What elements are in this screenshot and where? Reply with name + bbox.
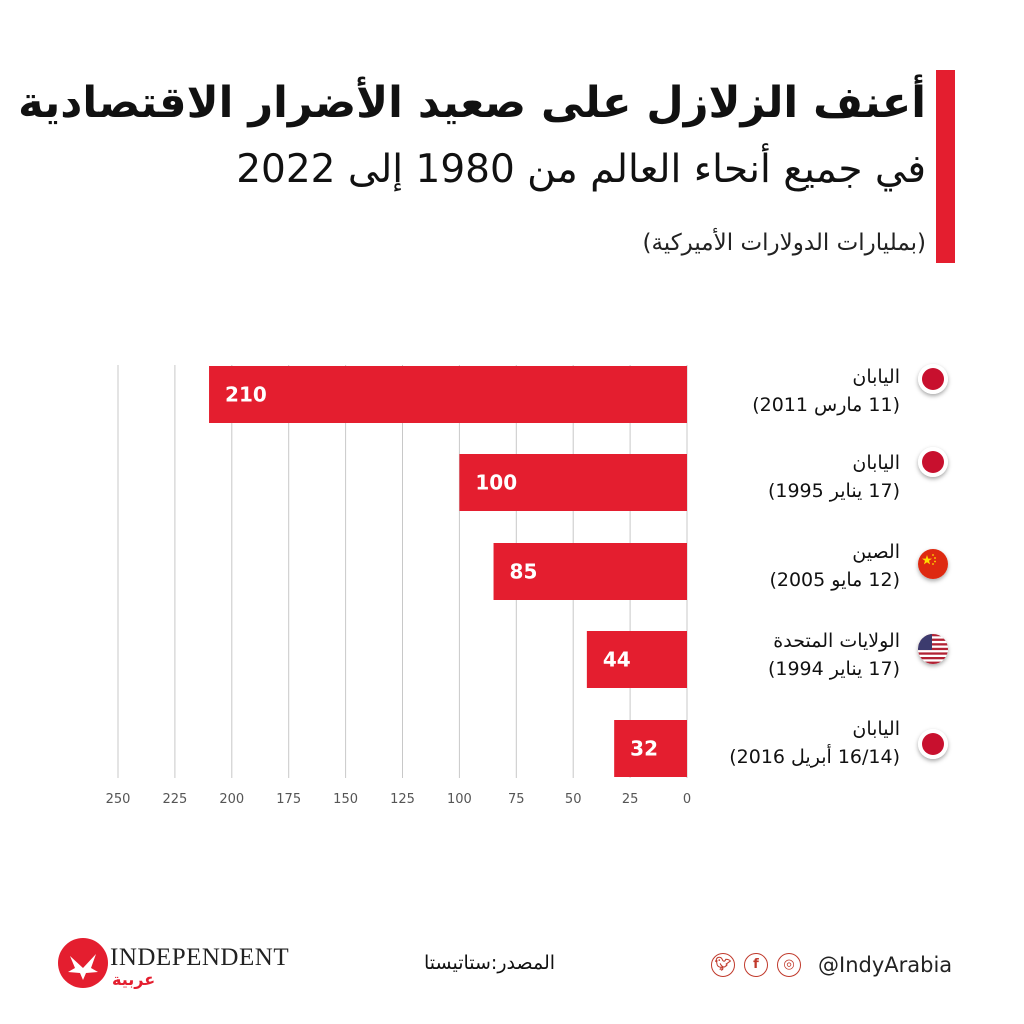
category-country: اليابان (852, 366, 900, 388)
category-label: اليابان (17 يناير 1995) (768, 449, 900, 505)
bar-value-label: 100 (475, 471, 517, 495)
bar (614, 720, 687, 777)
bar (586, 631, 687, 688)
page-subtitle: في جميع أنحاء العالم من 1980 إلى 2022 (236, 147, 926, 192)
bar-value-label: 32 (630, 737, 658, 761)
category-country: الصين (852, 541, 900, 563)
title-accent-bar (936, 70, 955, 263)
china-flag-icon (918, 549, 948, 579)
bar (209, 366, 688, 423)
x-tick-label: 225 (162, 792, 187, 807)
x-tick-label: 125 (390, 792, 415, 807)
unit-note: (بمليارات الدولارات الأميركية) (642, 230, 926, 256)
category-date: (17 يناير 1994) (767, 658, 900, 680)
independent-logo-icon (58, 938, 108, 988)
page-title: أعنف الزلازل على صعيد الأضرار الاقتصادية (18, 78, 926, 128)
x-tick-label: 50 (565, 792, 582, 807)
x-tick-label: 75 (508, 792, 525, 807)
source-note: المصدر:ستاتيستا (424, 952, 556, 974)
category-label: الصين (12 مايو 2005) (769, 538, 900, 594)
x-tick-label: 175 (276, 792, 301, 807)
category-label: اليابان (16/14 أبريل 2016) (729, 715, 900, 771)
brand-arabic: عربية (112, 970, 155, 989)
x-tick-label: 200 (219, 792, 244, 807)
facebook-icon[interactable]: f (744, 953, 768, 977)
category-label: اليابان (11 مارس 2011) (752, 363, 900, 419)
bar-value-label: 85 (510, 560, 538, 584)
bar (459, 454, 687, 511)
category-country: اليابان (852, 718, 900, 740)
category-date: (17 يناير 1995) (767, 480, 900, 502)
twitter-icon[interactable]: 🐦︎ (711, 953, 735, 977)
usa-flag-icon (918, 634, 948, 664)
instagram-icon[interactable]: ◎ (777, 953, 801, 977)
category-label: الولايات المتحدة (17 يناير 1994) (768, 627, 900, 683)
category-date: (12 مايو 2005) (769, 569, 900, 591)
category-country: اليابان (852, 452, 900, 474)
bar-value-label: 44 (603, 648, 631, 672)
brand-arabic-text: عربية (112, 970, 156, 989)
japan-flag-icon (918, 364, 948, 394)
japan-flag-icon (918, 729, 948, 759)
bar-value-label: 210 (225, 383, 267, 407)
x-tick-label: 0 (683, 792, 691, 807)
x-tick-label: 250 (106, 792, 131, 807)
x-tick-label: 150 (333, 792, 358, 807)
category-date: (16/14 أبريل 2016) (729, 746, 900, 768)
x-tick-label: 25 (622, 792, 639, 807)
bar (493, 543, 687, 600)
social-handle[interactable]: @IndyArabia (818, 953, 953, 977)
japan-flag-icon (918, 447, 948, 477)
category-country: الولايات المتحدة (773, 630, 900, 652)
x-tick-label: 100 (447, 792, 472, 807)
brand-name: INDEPENDENT (110, 944, 290, 971)
category-date: (11 مارس 2011) (752, 394, 900, 416)
